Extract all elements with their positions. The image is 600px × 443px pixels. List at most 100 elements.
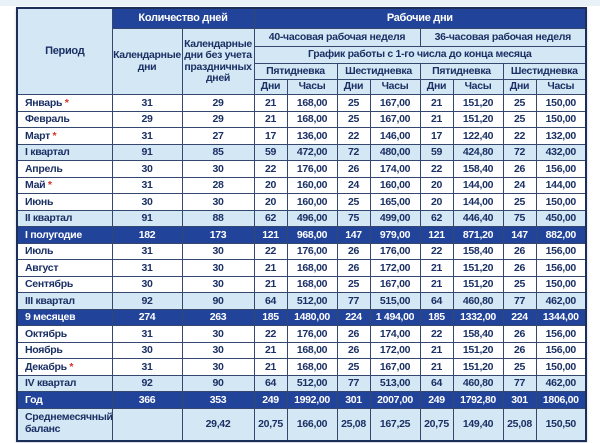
cell-value: 513,00: [369, 374, 421, 392]
col-header-five-day-40: Пятидневка: [253, 63, 338, 80]
cell-value: 353: [181, 391, 255, 409]
cell-value: 30: [111, 341, 183, 359]
cell-value: 158,40: [452, 160, 504, 178]
cell-value: 450,00: [535, 209, 587, 227]
row-label: Май *: [16, 176, 113, 194]
table-header: Период Количество дней Рабочие дни Кален…: [16, 7, 587, 95]
cell-value: 21: [253, 110, 288, 128]
row-label: III квартал: [16, 292, 113, 310]
cell-value: 168,00: [286, 259, 338, 277]
cell-value: 25: [502, 275, 537, 293]
cell-value: 172,00: [369, 259, 421, 277]
row-label: Июль: [16, 242, 113, 260]
cell-value: 185: [419, 308, 454, 326]
table-row: Декабрь * 31 30 21 168,00 25 167,00 21 151,20 25 1…: [16, 358, 587, 376]
cell-value: 167,00: [369, 94, 421, 112]
cell-value: 979,00: [369, 226, 421, 244]
cell-value: 512,00: [286, 374, 338, 392]
cell-value: 167,25: [369, 407, 421, 441]
table-row: Октябрь 31 30 22 176,00 26 174,00 22 158,40 26 156…: [16, 325, 587, 343]
table-row: Июнь 30 30 20 160,00 25 165,00 20 144,00 25 150,00: [16, 193, 587, 211]
cell-value: 249: [419, 391, 454, 409]
cell-value: 20: [253, 176, 288, 194]
cell-value: 22: [419, 242, 454, 260]
cell-value: 26: [336, 160, 371, 178]
row-label: II квартал: [16, 209, 113, 227]
header-row-4: Пятидневка Шестидневка Пятидневка Шестид…: [17, 63, 587, 80]
header-row-5: Дни Часы Дни Часы Дни Часы Дни Часы: [17, 79, 587, 95]
cell-value: 172,00: [369, 341, 421, 359]
cell-value: 144,00: [535, 176, 587, 194]
cell-value: 31: [111, 94, 183, 112]
cell-value: 1344,00: [535, 308, 587, 326]
cell-value: 460,80: [452, 374, 504, 392]
cell-value: 21: [419, 259, 454, 277]
cell-value: 77: [502, 374, 537, 392]
holiday-asterisk: *: [49, 129, 57, 142]
cell-value: 26: [502, 325, 537, 343]
page-top-strip: [0, 0, 600, 6]
cell-value: 1332,00: [452, 308, 504, 326]
cell-value: 460,80: [452, 292, 504, 310]
table-row: Сентябрь 30 30 21 168,00 25 167,00 21 151,20 25 15…: [16, 275, 587, 293]
cell-value: 77: [336, 292, 371, 310]
table-row: Среднемесячный баланс 29,42 20,75 166,00 25,…: [16, 407, 587, 441]
cell-value: 156,00: [535, 259, 587, 277]
cell-value: 151,20: [452, 275, 504, 293]
cell-value: 88: [181, 209, 255, 227]
cell-value: 30: [111, 160, 183, 178]
cell-value: 156,00: [535, 325, 587, 343]
cell-value: 28: [181, 176, 255, 194]
cell-value: 462,00: [535, 292, 587, 310]
holiday-asterisk: *: [66, 360, 74, 373]
cell-value: 59: [253, 143, 288, 161]
cell-value: 249: [253, 391, 288, 409]
cell-value: 29: [111, 110, 183, 128]
cell-value: 158,40: [452, 242, 504, 260]
col-header-calendar-days: Календарные дни: [111, 28, 183, 95]
row-label: Сентябрь: [16, 275, 113, 293]
cell-value: 22: [502, 127, 537, 145]
cell-value: 174,00: [369, 325, 421, 343]
cell-value: 26: [336, 259, 371, 277]
row-label: Ноябрь: [16, 341, 113, 359]
cell-value: 871,20: [452, 226, 504, 244]
cell-value: 29: [181, 94, 255, 112]
cell-value: 2007,00: [369, 391, 421, 409]
cell-value: 26: [336, 242, 371, 260]
cell-value: 263: [181, 308, 255, 326]
cell-value: 22: [253, 325, 288, 343]
cell-value: 21: [419, 275, 454, 293]
header-row-1: Период Количество дней Рабочие дни: [16, 7, 587, 95]
cell-value: 17: [419, 127, 454, 145]
table-row: IV квартал 92 90 64 512,00 77 513,00 64 460,80 77…: [16, 374, 587, 392]
table-row: Апрель 30 30 22 176,00 26 174,00 22 158,40 26 156,…: [16, 160, 587, 178]
cell-value: 1806,00: [535, 391, 587, 409]
cell-value: 224: [502, 308, 537, 326]
cell-value: 72: [336, 143, 371, 161]
row-label: Год: [16, 391, 113, 409]
cell-value: 168,00: [286, 94, 338, 112]
cell-value: 27: [181, 127, 255, 145]
cell-value: 156,00: [535, 242, 587, 260]
cell-value: 30: [181, 242, 255, 260]
cell-value: 173: [181, 226, 255, 244]
cell-value: 149,40: [452, 407, 504, 441]
cell-value: 31: [111, 358, 183, 376]
cell-value: 26: [502, 259, 537, 277]
cell-value: 146,00: [369, 127, 421, 145]
cell-value: 366: [111, 391, 183, 409]
cell-value: 1992,00: [286, 391, 338, 409]
cell-value: 20: [419, 176, 454, 194]
cell-value: 174,00: [369, 160, 421, 178]
cell-value: 30: [181, 160, 255, 178]
cell-value: 30: [181, 193, 255, 211]
cell-value: 151,20: [452, 94, 504, 112]
row-label: I квартал: [16, 143, 113, 161]
col-header-days-1: Дни: [253, 79, 288, 95]
cell-value: 122,40: [452, 127, 504, 145]
table-row: Август 31 30 21 168,00 26 172,00 21 151,20 26 156,…: [16, 259, 587, 277]
cell-value: 512,00: [286, 292, 338, 310]
cell-value: 85: [181, 143, 255, 161]
cell-value: 496,00: [286, 209, 338, 227]
